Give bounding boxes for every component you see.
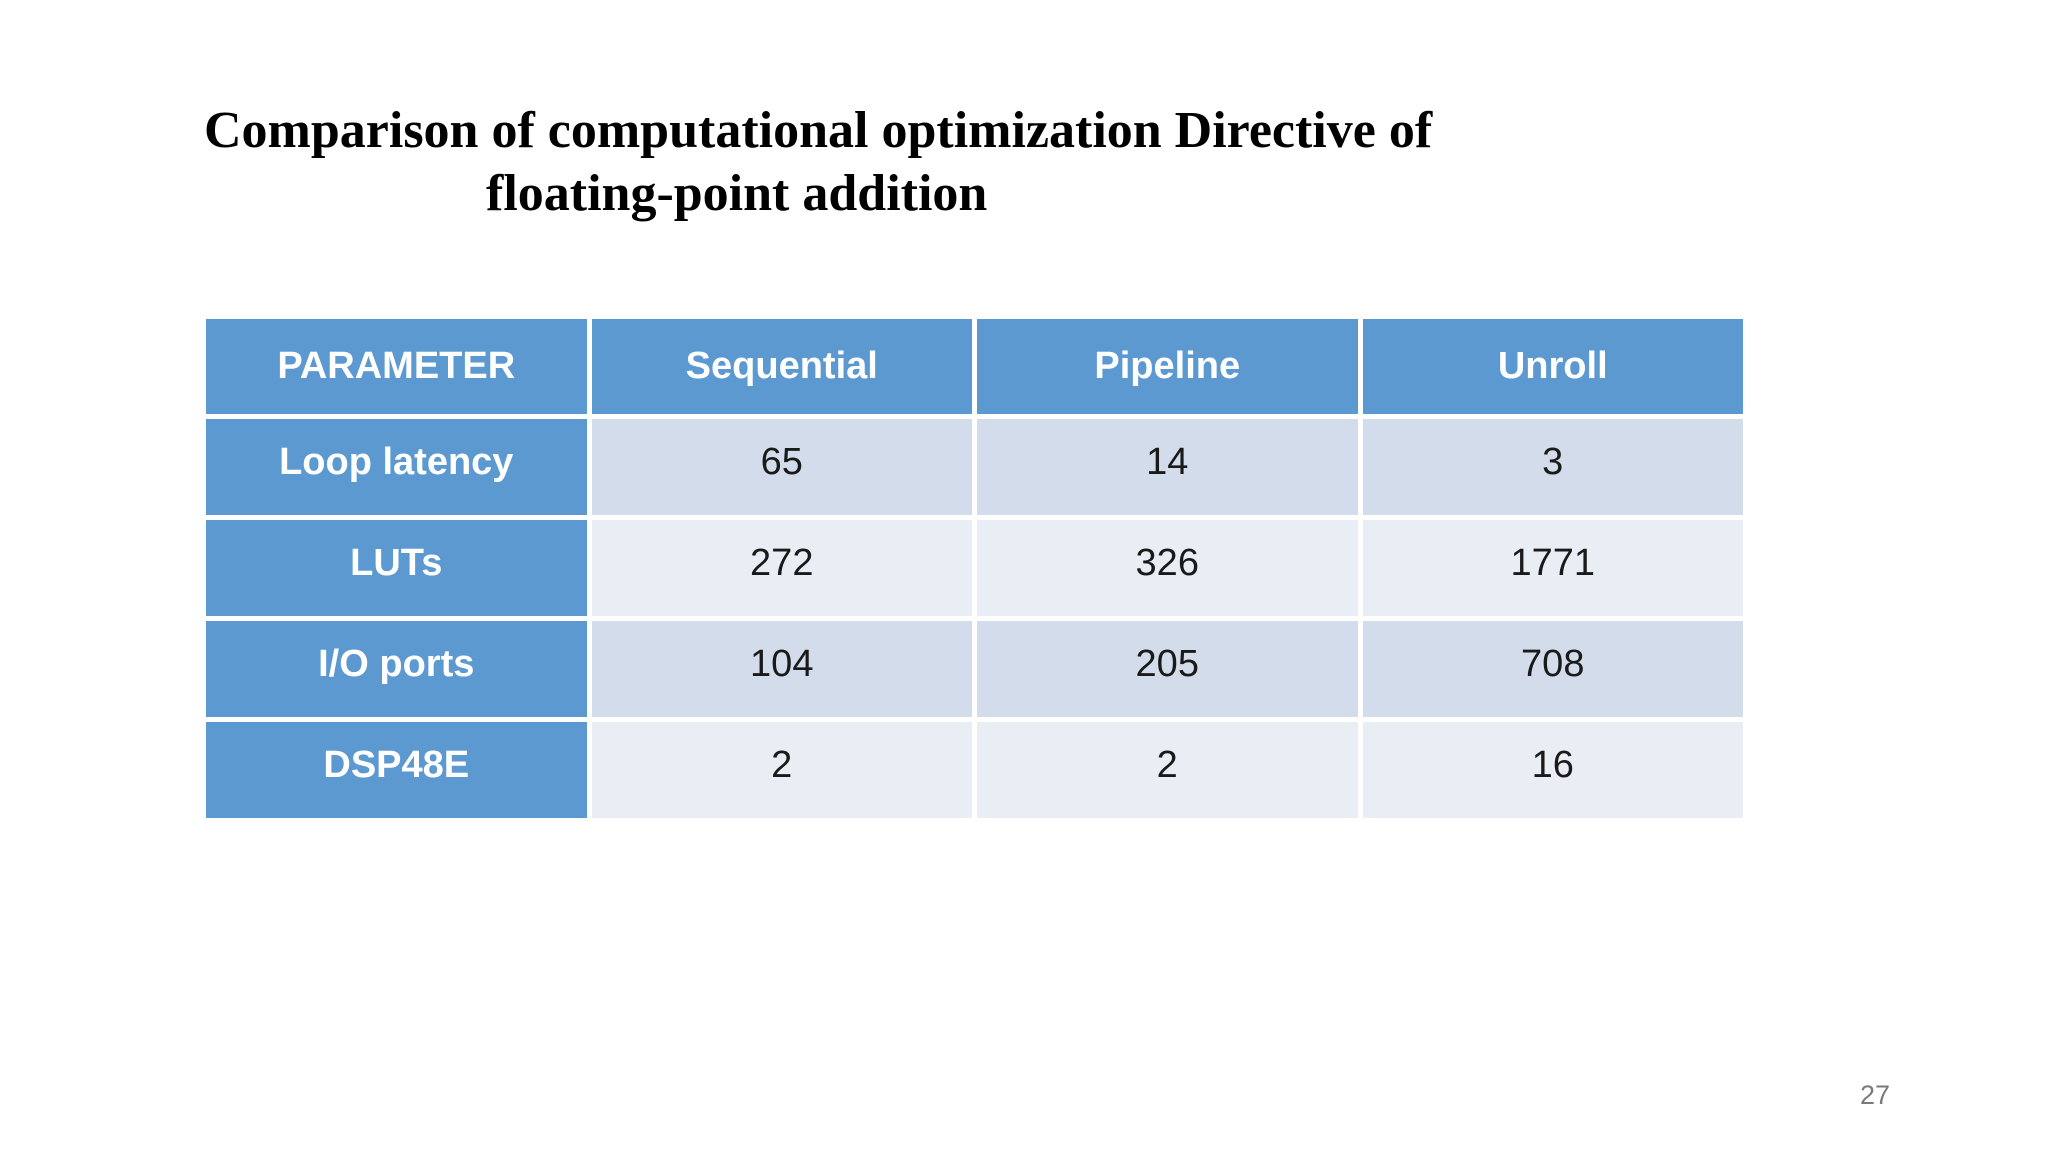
- row-label-dsp48e: DSP48E: [206, 722, 587, 818]
- row-label-luts: LUTs: [206, 520, 587, 616]
- cell-loop-latency-sequential: 65: [591, 419, 972, 515]
- table-header-pipeline: Pipeline: [977, 319, 1358, 414]
- page-number: 27: [1860, 1080, 1891, 1110]
- cell-loop-latency-unroll: 3: [1362, 419, 1743, 515]
- comparison-table: PARAMETER Sequential Pipeline Unroll Loo…: [206, 319, 1743, 818]
- cell-io-ports-sequential: 104: [591, 621, 972, 717]
- cell-loop-latency-pipeline: 14: [977, 419, 1358, 515]
- cell-luts-sequential: 272: [591, 520, 972, 616]
- cell-io-ports-pipeline: 205: [977, 621, 1358, 717]
- cell-dsp48e-pipeline: 2: [977, 722, 1358, 818]
- cell-dsp48e-unroll: 16: [1362, 722, 1743, 818]
- row-label-loop-latency: Loop latency: [206, 419, 587, 515]
- row-label-io-ports: I/O ports: [206, 621, 587, 717]
- cell-dsp48e-sequential: 2: [591, 722, 972, 818]
- cell-luts-pipeline: 326: [977, 520, 1358, 616]
- slide-title-line-1: Comparison of computational optimization…: [204, 102, 1433, 159]
- table-header-sequential: Sequential: [591, 319, 972, 414]
- table-header-parameter: PARAMETER: [206, 319, 587, 414]
- slide-title-line-2: floating-point addition: [486, 165, 988, 222]
- cell-luts-unroll: 1771: [1362, 520, 1743, 616]
- table-header-unroll: Unroll: [1362, 319, 1743, 414]
- cell-io-ports-unroll: 708: [1362, 621, 1743, 717]
